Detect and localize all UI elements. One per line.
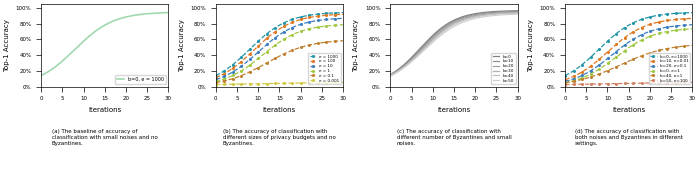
Text: (d) The accuracy of classification with
both noises and Byzantines in different
: (d) The accuracy of classification with … bbox=[575, 129, 682, 146]
Y-axis label: Top-1 Accuracy: Top-1 Accuracy bbox=[4, 19, 10, 72]
Text: (a) The baseline of accuracy of
classification with small noises and no
Byzantin: (a) The baseline of accuracy of classifi… bbox=[52, 129, 158, 146]
X-axis label: Iterations: Iterations bbox=[88, 107, 121, 113]
Legend: b=0, e = 1000: b=0, e = 1000 bbox=[115, 75, 166, 84]
Legend: e = 1000, e = 100, e = 10, e = 1, e = 0.1, e = 0.001: e = 1000, e = 100, e = 10, e = 1, e = 0.… bbox=[308, 53, 341, 84]
Legend: b=0, b=10, b=20, b=30, b=40, b=50: b=0, b=10, b=20, b=30, b=40, b=50 bbox=[491, 53, 516, 84]
Y-axis label: Top-1 Accuracy: Top-1 Accuracy bbox=[178, 19, 185, 72]
X-axis label: Iterations: Iterations bbox=[612, 107, 645, 113]
Text: (b) The accuracy of classification with
different sizes of privacy budgets and n: (b) The accuracy of classification with … bbox=[223, 129, 336, 146]
X-axis label: Iterations: Iterations bbox=[262, 107, 296, 113]
Text: (c) The accuracy of classification with
different number of Byzantines and small: (c) The accuracy of classification with … bbox=[397, 129, 512, 146]
Y-axis label: Top-1 Accuracy: Top-1 Accuracy bbox=[528, 19, 534, 72]
Y-axis label: Top-1 Accuracy: Top-1 Accuracy bbox=[354, 19, 360, 72]
X-axis label: Iterations: Iterations bbox=[438, 107, 470, 113]
Legend: b=0, e=1000, b=10, e=0.01, b=20, e=0.1, b=0, e=1, b=40, e=1, b=50, e=100: b=0, e=1000, b=10, e=0.01, b=20, e=0.1, … bbox=[649, 53, 690, 84]
